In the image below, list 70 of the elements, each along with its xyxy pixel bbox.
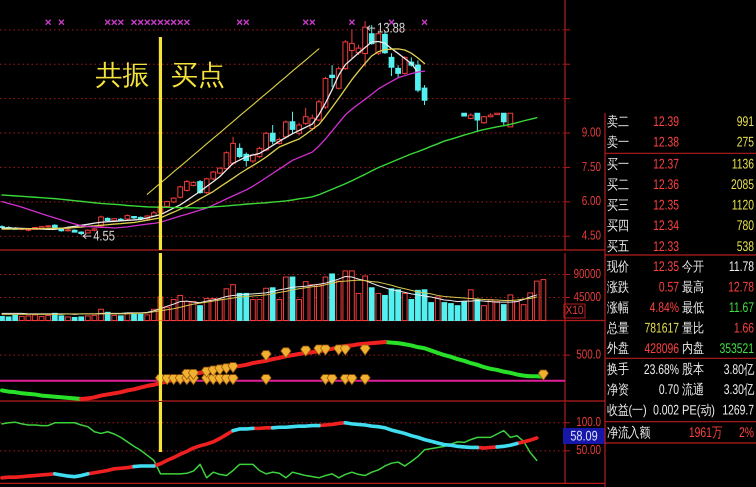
text: 0.002	[653, 402, 679, 418]
category-label: 卖二	[607, 114, 629, 130]
category-label: 买四	[607, 218, 629, 234]
category-label: 买五	[607, 238, 629, 254]
y-tick-label: 9.00	[582, 126, 601, 140]
data-label: 2085	[730, 176, 754, 192]
text: 12.78	[728, 279, 754, 296]
category-label: 外盘	[607, 340, 629, 356]
data-label: 12.38	[653, 134, 680, 150]
category-label: 涨幅	[607, 300, 629, 316]
category-label: 内盘	[682, 340, 704, 356]
data-label: 538	[736, 238, 754, 254]
data-label: 991	[736, 114, 754, 130]
y-tick-label: 50.00	[576, 444, 601, 458]
category-label: 买一	[607, 156, 629, 172]
y-axis-title: X10	[565, 304, 584, 318]
text: 11.67	[728, 300, 754, 316]
category-label: 卖一	[607, 134, 629, 150]
category-label: 最高	[682, 279, 704, 295]
text: 3.80亿	[724, 361, 754, 378]
y-tick-label: 6.00	[582, 195, 601, 209]
annotation: 共振 买点	[96, 60, 226, 90]
text: 1.66	[734, 320, 754, 336]
data-label: 12.36	[653, 176, 680, 192]
data-label: 12.34	[653, 218, 680, 234]
category-label: 买二	[607, 176, 629, 192]
text: 3.30亿	[724, 382, 754, 398]
text: 1961万	[688, 424, 722, 441]
text: 0.57	[658, 279, 679, 296]
category-label: 买三	[607, 197, 629, 213]
annotation: 4.55	[93, 228, 115, 244]
text: 781617	[644, 320, 679, 336]
y-tick-label: 45000	[574, 290, 601, 304]
data-label: 275	[736, 134, 754, 150]
category-label: 今开	[682, 259, 704, 274]
data-label: 1120	[732, 197, 754, 214]
category-label: 股本	[682, 362, 704, 377]
data-label: 12.37	[653, 156, 680, 172]
data-label: 780	[736, 218, 754, 234]
category-label: 量比	[682, 320, 704, 336]
text: 0.70	[658, 382, 679, 398]
category-label: 总量	[606, 320, 629, 336]
y-tick-label: 7.50	[582, 160, 601, 174]
text: 11.78	[728, 258, 754, 275]
data-label: 12.39	[653, 114, 680, 130]
category-label: 涨跌	[607, 279, 629, 295]
text: 500.0	[576, 348, 601, 362]
text: 12.35	[653, 258, 679, 275]
y-tick-label: 90000	[574, 268, 601, 282]
text: 428096	[644, 340, 679, 356]
category-label: 现价	[607, 259, 629, 274]
text: 23.68%	[644, 361, 679, 378]
text: 2%	[739, 424, 754, 441]
y-tick-label: 4.50	[582, 229, 601, 243]
category-label: 最低	[682, 300, 704, 316]
data-label: 1136	[732, 156, 754, 172]
text: 353521	[719, 340, 754, 356]
annotation: 13.88	[377, 20, 406, 36]
data-label: 12.33	[653, 238, 680, 254]
category-label: 净流入额	[607, 425, 650, 440]
y-tick-label: 100.0	[576, 416, 601, 430]
category-label: 流通	[682, 382, 704, 398]
text: 4.84%	[650, 300, 679, 316]
category-label: PE(动)	[682, 402, 715, 418]
data-label: 12.35	[653, 197, 680, 214]
text: 58.09	[570, 428, 598, 444]
category-label: 净资	[607, 382, 629, 398]
text: 1269.7	[722, 402, 754, 418]
category-label: 换手	[607, 362, 629, 377]
category-label: 收益(一)	[607, 402, 647, 418]
